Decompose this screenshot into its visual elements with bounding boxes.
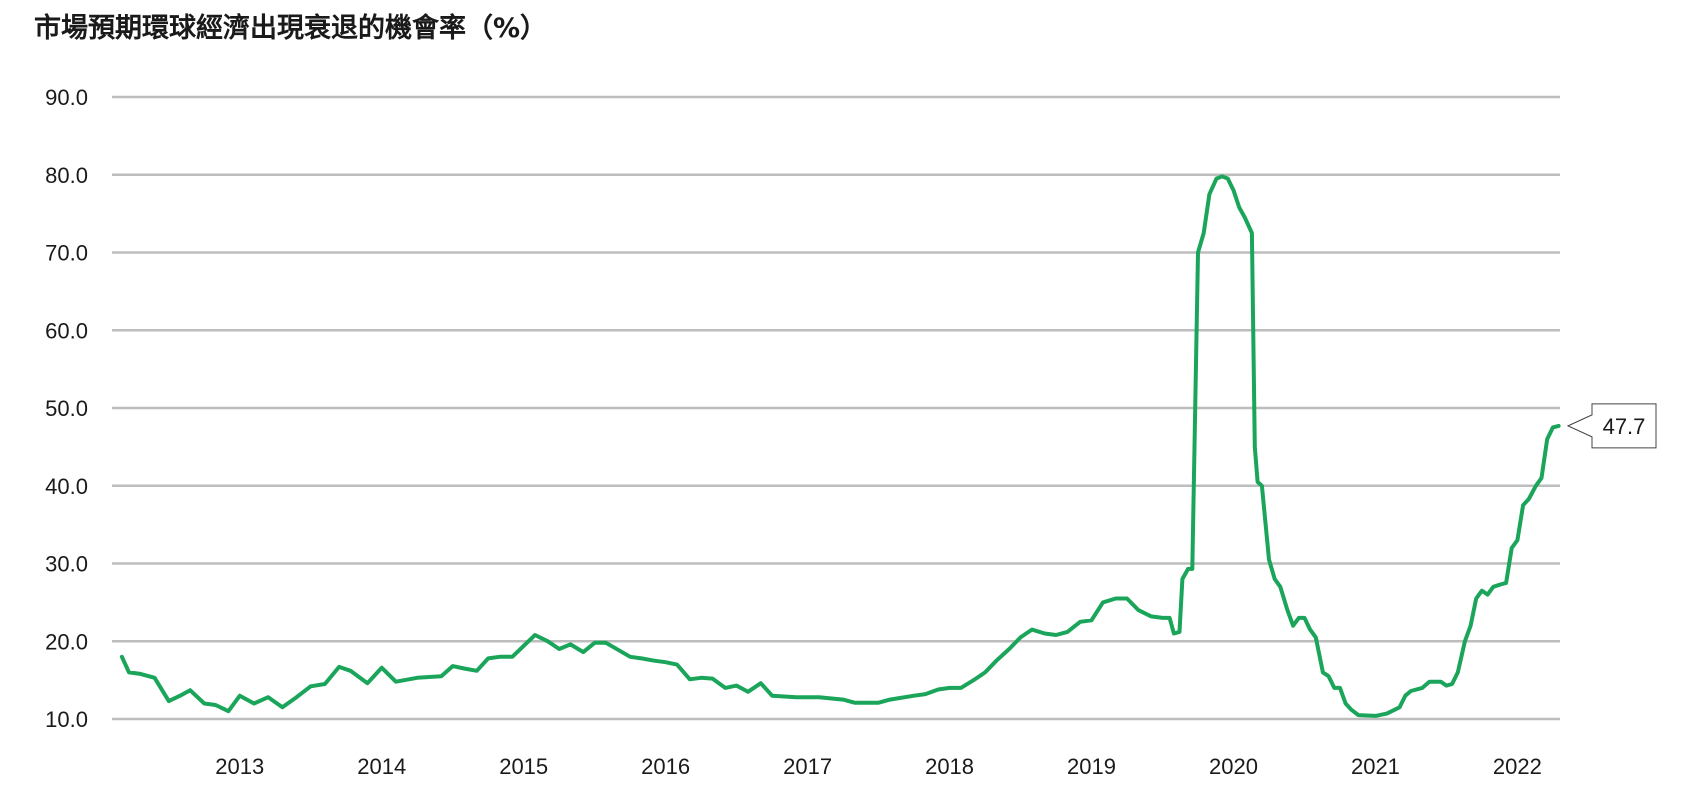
x-tick-label: 2015 xyxy=(499,754,548,779)
x-axis-tick-labels: 2013 2014 2015 2016 2017 2018 2019 2020 2021 2022 xyxy=(215,754,1542,779)
chart-title: 市場預期環球經濟出現衰退的機會率（%） xyxy=(34,13,548,44)
x-tick-label: 2018 xyxy=(925,754,974,779)
y-tick-label: 50.0 xyxy=(45,396,88,421)
y-tick-label: 40.0 xyxy=(45,474,88,499)
x-tick-label: 2016 xyxy=(641,754,690,779)
x-tick-label: 2022 xyxy=(1493,754,1542,779)
x-tick-label: 2020 xyxy=(1209,754,1258,779)
x-tick-label: 2021 xyxy=(1351,754,1400,779)
y-tick-label: 20.0 xyxy=(45,629,88,654)
last-value-label: 47.7 xyxy=(1603,414,1646,439)
series-line xyxy=(119,174,1561,718)
y-tick-label: 80.0 xyxy=(45,163,88,188)
y-tick-label: 60.0 xyxy=(45,318,88,343)
y-tick-label: 10.0 xyxy=(45,707,88,732)
series-group xyxy=(119,174,1561,718)
last-value-callout: 47.7 xyxy=(1566,403,1657,449)
y-tick-label: 90.0 xyxy=(45,85,88,110)
x-tick-label: 2019 xyxy=(1067,754,1116,779)
y-tick-label: 70.0 xyxy=(45,241,88,266)
y-tick-label: 30.0 xyxy=(45,552,88,577)
gridlines xyxy=(112,95,1560,721)
last-value-callout-box xyxy=(1566,403,1657,449)
x-tick-label: 2017 xyxy=(783,754,832,779)
x-tick-label: 2013 xyxy=(215,754,264,779)
y-axis-tick-labels: 10.0 20.0 30.0 40.0 50.0 60.0 70.0 80.0 90.0 xyxy=(45,85,88,732)
x-tick-label: 2014 xyxy=(357,754,406,779)
